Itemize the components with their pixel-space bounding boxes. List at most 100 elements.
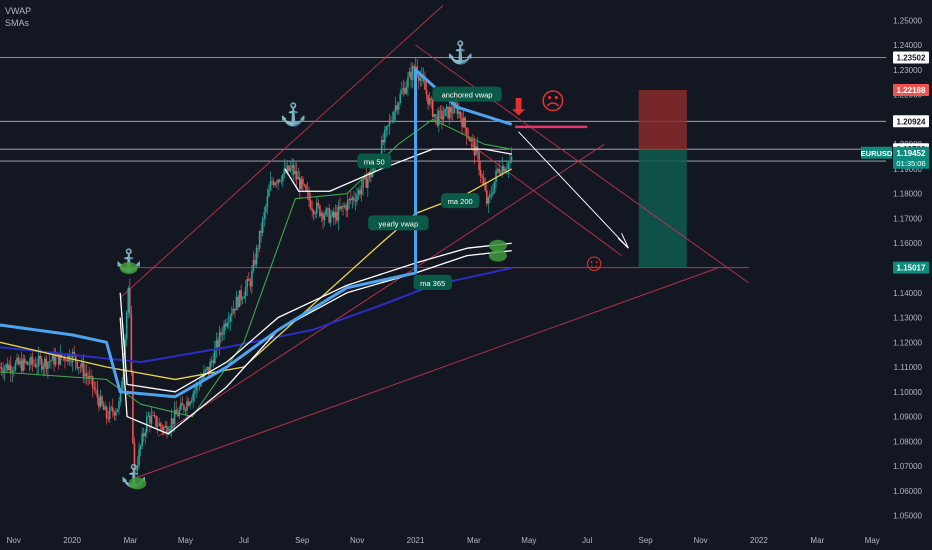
candle-body: [231, 313, 233, 316]
time-tick-label: Mar: [810, 536, 824, 545]
candle-body: [309, 200, 312, 209]
candle-body: [19, 360, 21, 365]
candle-body: [329, 215, 332, 223]
candle-body: [509, 161, 511, 164]
candle-body: [479, 170, 482, 176]
candle-body: [450, 107, 453, 113]
countdown-label: 01:35:06: [896, 159, 925, 168]
candle-body: [495, 170, 497, 182]
candle-body: [212, 360, 215, 364]
candle-body: [473, 141, 476, 156]
price-tick-label: 1.25000: [893, 16, 922, 25]
candle-body: [130, 313, 133, 372]
candle-body: [328, 208, 330, 223]
candle-body: [210, 360, 213, 362]
candle-body: [248, 279, 250, 281]
indicator-vwap[interactable]: VWAP: [5, 6, 32, 16]
candle-body: [116, 409, 119, 412]
candle-body: [499, 173, 502, 175]
candle-body: [6, 364, 9, 371]
candle-body: [430, 98, 432, 100]
candle-body: [349, 199, 352, 201]
time-tick-label: Jul: [239, 536, 249, 545]
candle-body: [107, 418, 109, 419]
candle-body: [189, 402, 191, 406]
candle-body: [207, 366, 210, 372]
highlight-blob: [128, 477, 147, 490]
candle-body: [465, 127, 468, 137]
candle-body: [78, 367, 80, 369]
candle-body: [323, 215, 326, 220]
candle-body: [133, 443, 136, 471]
candle-body: [501, 166, 504, 175]
candle-body: [246, 279, 249, 288]
candle-body: [125, 312, 128, 340]
candle-body: [319, 205, 321, 217]
candle-body: [397, 103, 400, 110]
candle-body: [204, 369, 207, 372]
candle-body: [156, 426, 159, 427]
time-tick-label: Nov: [350, 536, 364, 545]
candle-body: [76, 361, 79, 369]
candle-body: [186, 401, 188, 411]
candle-body: [332, 211, 335, 218]
candle-body: [234, 308, 236, 311]
candle-body: [278, 179, 281, 182]
channel-line-0: [119, 5, 444, 299]
candle-body: [65, 360, 68, 362]
price-tick-label: 1.18000: [893, 190, 922, 199]
candle-body: [298, 177, 301, 190]
candle-body: [439, 110, 442, 112]
candle-body: [164, 425, 167, 428]
annotation-label: ma 200: [448, 197, 473, 206]
candle-body: [16, 357, 18, 363]
candle-body: [388, 120, 391, 126]
current-price-value: 1.19452: [897, 149, 926, 158]
candle-body: [158, 423, 160, 427]
current-price-tag: [893, 146, 929, 169]
candle-body: [74, 354, 77, 362]
white-line-1: [119, 242, 512, 393]
candle-body: [88, 375, 91, 379]
candle-body: [51, 354, 54, 361]
candle-body: [498, 168, 500, 174]
candle-body: [502, 166, 505, 172]
candle-body: [132, 371, 134, 444]
candle-body: [484, 184, 487, 191]
candle-body: [159, 423, 162, 427]
candle-body: [362, 178, 364, 188]
time-tick-label: Mar: [467, 536, 481, 545]
channel-line-4: [470, 143, 622, 257]
candle-body: [112, 407, 114, 413]
level-tag: [893, 51, 929, 64]
level-tag: [893, 115, 929, 128]
candle-body: [40, 358, 43, 370]
candle-body: [175, 409, 177, 415]
candle-body: [419, 77, 422, 81]
indicator-smas[interactable]: SMAs: [5, 18, 30, 28]
candle-body: [268, 190, 270, 197]
price-tick-label: 1.09000: [893, 413, 922, 422]
candle-body: [11, 371, 14, 373]
candle-body: [442, 116, 445, 120]
candle-body: [243, 296, 245, 299]
white-line-3: [284, 148, 512, 192]
candle-body: [20, 360, 23, 371]
channel-line-2: [157, 143, 605, 437]
level-tag: [893, 84, 929, 97]
time-tick-label: May: [865, 536, 880, 545]
candle-body: [337, 206, 340, 221]
candle-body: [214, 348, 216, 364]
candle-body: [53, 354, 55, 365]
candle-body: [115, 411, 117, 416]
candle-body: [365, 175, 368, 188]
candle-body: [297, 177, 300, 180]
candle-body: [325, 208, 327, 216]
candle-body: [34, 364, 37, 368]
candle-body: [235, 296, 238, 311]
candle-body: [147, 415, 150, 417]
candle-body: [110, 407, 113, 408]
candle-body: [251, 270, 253, 287]
candle-body: [482, 177, 485, 185]
